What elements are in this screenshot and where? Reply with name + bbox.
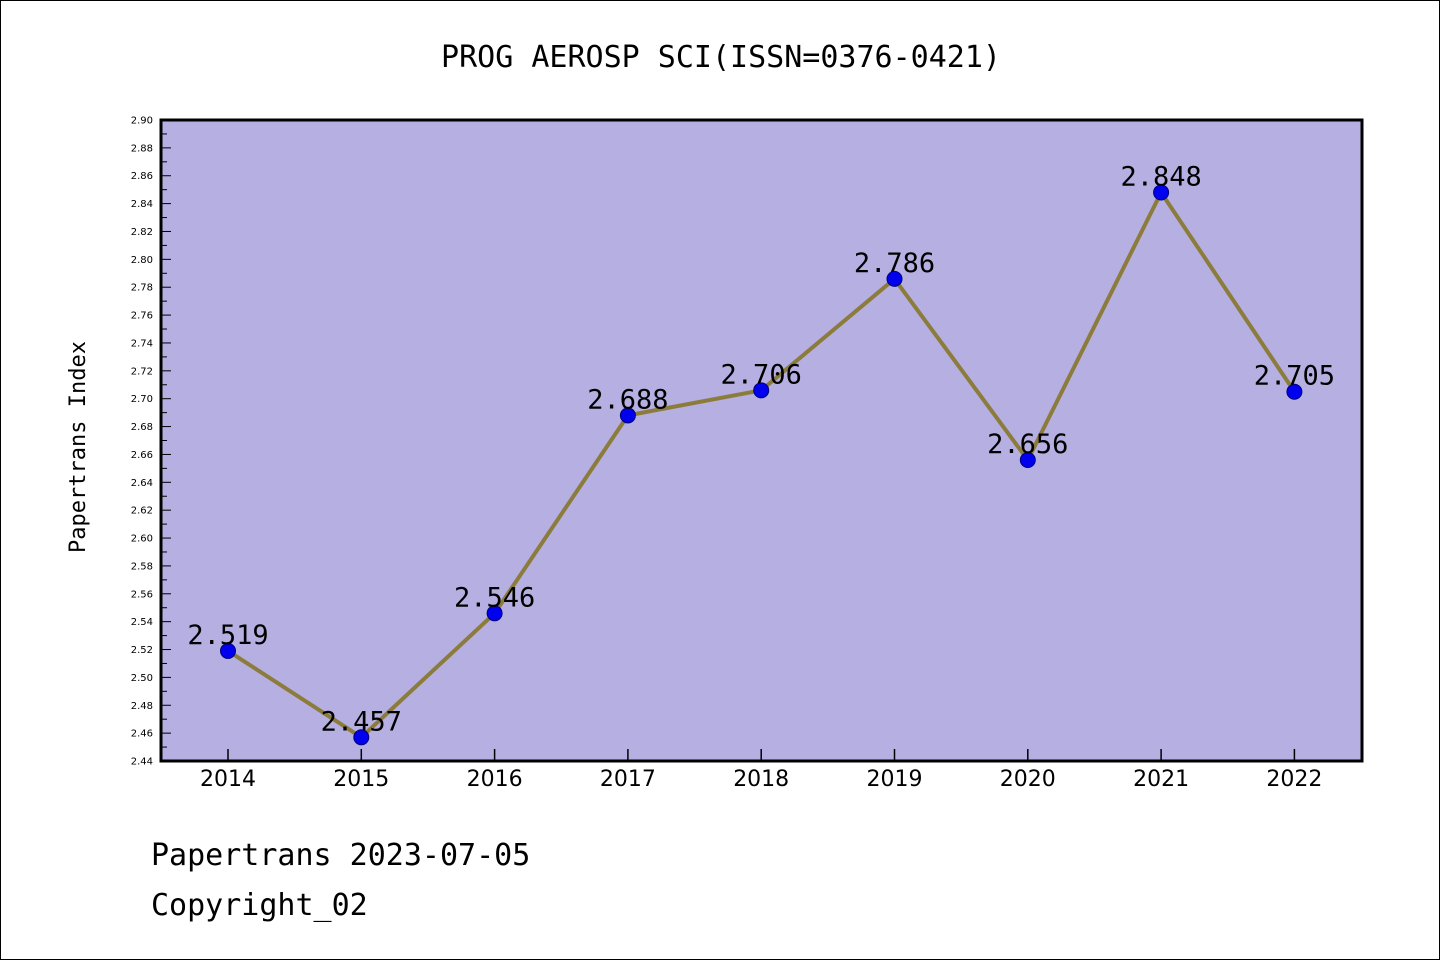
data-point xyxy=(753,382,770,399)
y-tick-label: 2.56 xyxy=(131,589,153,600)
data-label: 2.519 xyxy=(187,620,268,651)
data-point xyxy=(886,270,903,287)
data-markers xyxy=(220,184,1303,746)
y-tick-label: 2.66 xyxy=(131,450,153,461)
data-point xyxy=(1286,383,1303,400)
y-tick-label: 2.46 xyxy=(131,729,153,740)
y-tick-label: 2.78 xyxy=(131,283,153,294)
y-tick-label: 2.44 xyxy=(131,757,153,768)
y-tick-label: 2.54 xyxy=(131,617,153,628)
data-point xyxy=(486,605,503,622)
x-axis: 2014 2015 2016 2017 2018 2019 2020 2021 2022 xyxy=(200,749,1322,792)
y-tick-label: 2.74 xyxy=(131,338,153,349)
data-label: 2.706 xyxy=(721,359,802,390)
x-tick-label: 2022 xyxy=(1266,767,1322,792)
data-label: 2.688 xyxy=(587,384,668,415)
y-tick-label: 2.86 xyxy=(131,171,153,182)
y-tick-label: 2.68 xyxy=(131,422,153,433)
data-point xyxy=(220,642,236,659)
data-label: 2.546 xyxy=(454,582,535,613)
data-point xyxy=(1019,452,1036,469)
x-tick-label: 2015 xyxy=(333,767,389,792)
y-tick-label: 2.58 xyxy=(131,561,153,572)
footer-date: Papertrans 2023-07-05 xyxy=(151,838,530,873)
data-point xyxy=(353,729,370,746)
chart-title: PROG AEROSP SCI(ISSN=0376-0421) xyxy=(441,40,1001,75)
data-label: 2.457 xyxy=(321,706,402,737)
y-axis-label: Papertrans Index xyxy=(66,341,91,553)
y-tick-label: 2.90 xyxy=(131,116,153,127)
data-point xyxy=(619,407,636,424)
y-tick-label: 2.76 xyxy=(131,311,153,322)
data-label: 2.848 xyxy=(1120,161,1201,192)
data-point xyxy=(1153,184,1170,201)
y-tick-label: 2.52 xyxy=(131,645,153,656)
y-tick-label: 2.70 xyxy=(131,394,153,405)
y-tick-label: 2.48 xyxy=(131,701,153,712)
y-axis: 2.44 2.46 2.48 2.50 2.52 2.54 2.56 2.58 2.60 2.62… xyxy=(131,116,171,768)
x-tick-label: 2021 xyxy=(1133,767,1189,792)
y-tick-label: 2.72 xyxy=(131,366,153,377)
y-tick-label: 2.80 xyxy=(131,255,153,266)
y-tick-label: 2.62 xyxy=(131,506,153,517)
footer-copyright: Copyright_02 xyxy=(151,888,368,923)
x-tick-label: 2016 xyxy=(467,767,523,792)
plot-area xyxy=(159,118,1364,763)
y-tick-label: 2.84 xyxy=(131,199,153,210)
y-tick-label: 2.64 xyxy=(131,478,153,489)
x-tick-label: 2014 xyxy=(200,767,256,792)
y-tick-label: 2.88 xyxy=(131,143,153,154)
data-label: 2.786 xyxy=(854,248,935,279)
x-tick-label: 2019 xyxy=(867,767,923,792)
y-tick-label: 2.50 xyxy=(131,673,153,684)
data-label: 2.705 xyxy=(1254,361,1335,392)
y-tick-label: 2.60 xyxy=(131,534,153,545)
x-tick-label: 2017 xyxy=(600,767,656,792)
x-tick-label: 2018 xyxy=(733,767,789,792)
data-label: 2.656 xyxy=(987,429,1068,460)
x-tick-label: 2020 xyxy=(1000,767,1056,792)
data-labels: 2.519 2.457 2.546 2.688 2.706 2.786 2.656 2.848… xyxy=(187,161,1335,737)
y-tick-label: 2.82 xyxy=(131,227,153,238)
